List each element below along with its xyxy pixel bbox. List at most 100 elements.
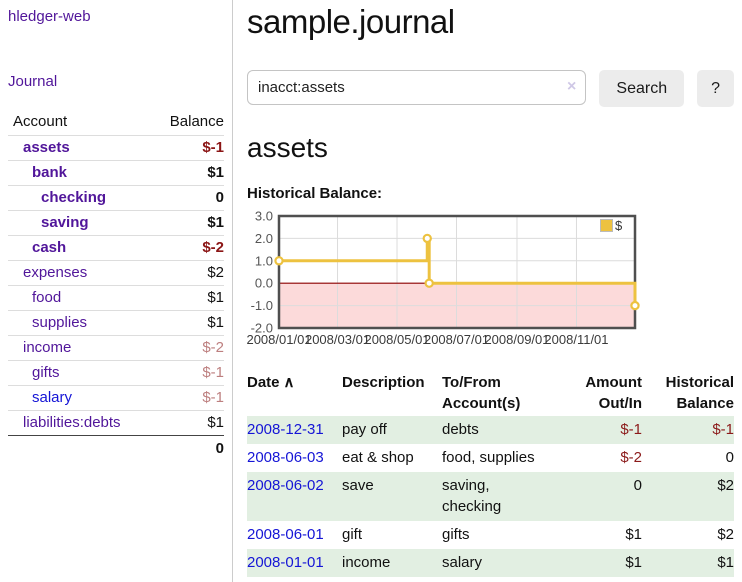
svg-text:1.0: 1.0 bbox=[255, 253, 273, 268]
clear-search-icon[interactable]: × bbox=[567, 78, 577, 95]
svg-text:2008/05/01: 2008/05/01 bbox=[364, 332, 429, 347]
account-row: bank $1 bbox=[8, 160, 224, 186]
search-box: × bbox=[247, 70, 587, 107]
svg-text:2.0: 2.0 bbox=[255, 231, 273, 246]
transaction-date-link[interactable]: 2008-06-02 bbox=[247, 477, 324, 494]
help-button[interactable]: ? bbox=[697, 70, 734, 107]
account-row: income $-2 bbox=[8, 335, 224, 361]
legend-swatch-icon bbox=[600, 219, 613, 232]
transaction-description: save bbox=[342, 472, 442, 521]
balance-chart-container: 3.0 2.0 1.0 0.0 -1.0 -2.0 2008/01/01 2008/03/01… bbox=[246, 209, 647, 353]
transaction-accounts: salary bbox=[442, 549, 582, 577]
account-link-supplies[interactable]: supplies bbox=[32, 314, 88, 331]
transaction-date-link[interactable]: 2008-12-31 bbox=[247, 421, 324, 438]
transaction-accounts: gifts bbox=[442, 526, 470, 543]
account-row: cash $-2 bbox=[8, 235, 224, 261]
chart-label: Historical Balance: bbox=[247, 185, 383, 202]
svg-text:2008/03/01: 2008/03/01 bbox=[305, 332, 370, 347]
app-title-link[interactable]: hledger-web bbox=[8, 8, 91, 25]
transaction-row: 2008-06-02 save saving, checking 0 $2 bbox=[247, 472, 734, 521]
account-row: food $1 bbox=[8, 285, 224, 311]
chart-legend: $ bbox=[600, 218, 622, 233]
account-link-checking[interactable]: checking bbox=[41, 189, 107, 206]
account-link-salary[interactable]: salary bbox=[32, 389, 73, 406]
accounts-table-body: assets $-1 bank $1 checking 0 saving $1 cash $-2 e… bbox=[8, 135, 224, 436]
accounts-table: Account Balance assets $-1 bank $1 checking 0… bbox=[8, 110, 224, 461]
date-column-header[interactable]: Date ∧ bbox=[247, 374, 295, 391]
account-link-food[interactable]: food bbox=[32, 289, 62, 306]
svg-text:-2.0: -2.0 bbox=[251, 321, 273, 336]
balance-chart: 3.0 2.0 1.0 0.0 -1.0 -2.02008/01/012008/03/01… bbox=[246, 209, 640, 347]
account-balance: $-2 bbox=[149, 235, 224, 261]
accounts-column-header: To/From Account(s) bbox=[442, 374, 521, 412]
balance-column-header: Historical Balance bbox=[665, 374, 734, 412]
svg-text:0.0: 0.0 bbox=[255, 276, 273, 291]
transaction-accounts: saving, checking bbox=[442, 472, 582, 521]
account-link-bank[interactable]: bank bbox=[32, 164, 68, 181]
svg-text:2008/11/01: 2008/11/01 bbox=[544, 332, 608, 347]
transaction-balance: $2 bbox=[717, 526, 734, 543]
account-row: gifts $-1 bbox=[8, 360, 224, 386]
register-table-body: 2008-12-31 pay off debts $-1 $-1 2008-06-03 ea… bbox=[247, 416, 734, 577]
transaction-date-link[interactable]: 2008-01-01 bbox=[247, 554, 324, 571]
transaction-balance: $2 bbox=[642, 472, 734, 521]
transaction-description: gift bbox=[342, 526, 363, 543]
account-balance: $1 bbox=[149, 410, 224, 436]
account-balance: $-2 bbox=[149, 335, 224, 361]
svg-text:2008/07/01: 2008/07/01 bbox=[424, 332, 489, 347]
transaction-date-link[interactable]: 2008-06-03 bbox=[247, 449, 324, 466]
register-table: Date ∧ Description To/From Account(s) Amo… bbox=[247, 370, 734, 577]
transaction-amount: $-1 bbox=[582, 416, 642, 444]
transaction-row: 2008-12-31 pay off debts $-1 $-1 bbox=[247, 416, 734, 444]
account-balance: $2 bbox=[149, 260, 224, 286]
transaction-row: 2008-06-01 gift gifts $1 $2 bbox=[247, 521, 734, 549]
sort-asc-icon: ∧ bbox=[283, 374, 295, 391]
account-link-liabilities-debts[interactable]: liabilities:debts bbox=[23, 414, 121, 431]
account-row: liabilities:debts $1 bbox=[8, 410, 224, 436]
journal-nav: Journal bbox=[8, 73, 224, 91]
account-link-cash[interactable]: cash bbox=[32, 239, 67, 256]
search-button[interactable]: Search bbox=[599, 70, 685, 107]
account-balance: $-1 bbox=[149, 385, 224, 411]
svg-text:-1.0: -1.0 bbox=[251, 298, 273, 313]
sidebar-item-journal[interactable]: Journal bbox=[8, 73, 58, 90]
transaction-accounts: debts bbox=[442, 416, 582, 444]
account-balance: $1 bbox=[149, 310, 224, 336]
accounts-total-row: 0 bbox=[8, 435, 224, 461]
main-content: sample.journal × Search ? assets Histori… bbox=[233, 0, 742, 582]
transaction-amount: $1 bbox=[582, 549, 642, 577]
account-balance: $-1 bbox=[149, 360, 224, 386]
spacer bbox=[8, 435, 150, 461]
register-header-row: Date ∧ Description To/From Account(s) Amo… bbox=[247, 370, 734, 416]
account-balance: 0 bbox=[149, 185, 224, 211]
transaction-amount: 0 bbox=[582, 472, 642, 521]
account-row: assets $-1 bbox=[8, 135, 224, 161]
account-balance: $1 bbox=[149, 160, 224, 186]
account-balance: $1 bbox=[149, 285, 224, 311]
account-link-assets[interactable]: assets bbox=[23, 139, 70, 156]
transaction-amount: $-2 bbox=[620, 449, 642, 466]
account-row: saving $1 bbox=[8, 210, 224, 236]
transaction-row: 2008-06-03 eat & shop food, supplies $-2 0 bbox=[247, 444, 734, 472]
account-link-expenses[interactable]: expenses bbox=[23, 264, 88, 281]
search-input[interactable] bbox=[247, 70, 587, 105]
account-balance: $1 bbox=[149, 210, 224, 236]
account-link-gifts[interactable]: gifts bbox=[32, 364, 60, 381]
account-link-income[interactable]: income bbox=[23, 339, 72, 356]
sidebar: hledger-web Journal Account Balance asse… bbox=[0, 0, 233, 582]
transaction-balance: 0 bbox=[725, 449, 734, 466]
transaction-description: income bbox=[342, 549, 442, 577]
transaction-row: 2008-01-01 income salary $1 $1 bbox=[247, 549, 734, 577]
description-column-header: Description bbox=[342, 374, 425, 391]
amount-column-header: Amount Out/In bbox=[585, 374, 642, 412]
balance-column-header: Balance bbox=[169, 113, 224, 130]
account-balance: $-1 bbox=[149, 135, 224, 161]
app-title: hledger-web bbox=[8, 8, 224, 26]
transaction-date-link[interactable]: 2008-06-01 bbox=[247, 526, 324, 543]
transaction-balance: $-1 bbox=[642, 416, 734, 444]
account-link-saving[interactable]: saving bbox=[41, 214, 89, 231]
transaction-description: eat & shop bbox=[342, 449, 414, 466]
account-row: salary $-1 bbox=[8, 385, 224, 411]
accounts-total-value: 0 bbox=[149, 435, 224, 461]
